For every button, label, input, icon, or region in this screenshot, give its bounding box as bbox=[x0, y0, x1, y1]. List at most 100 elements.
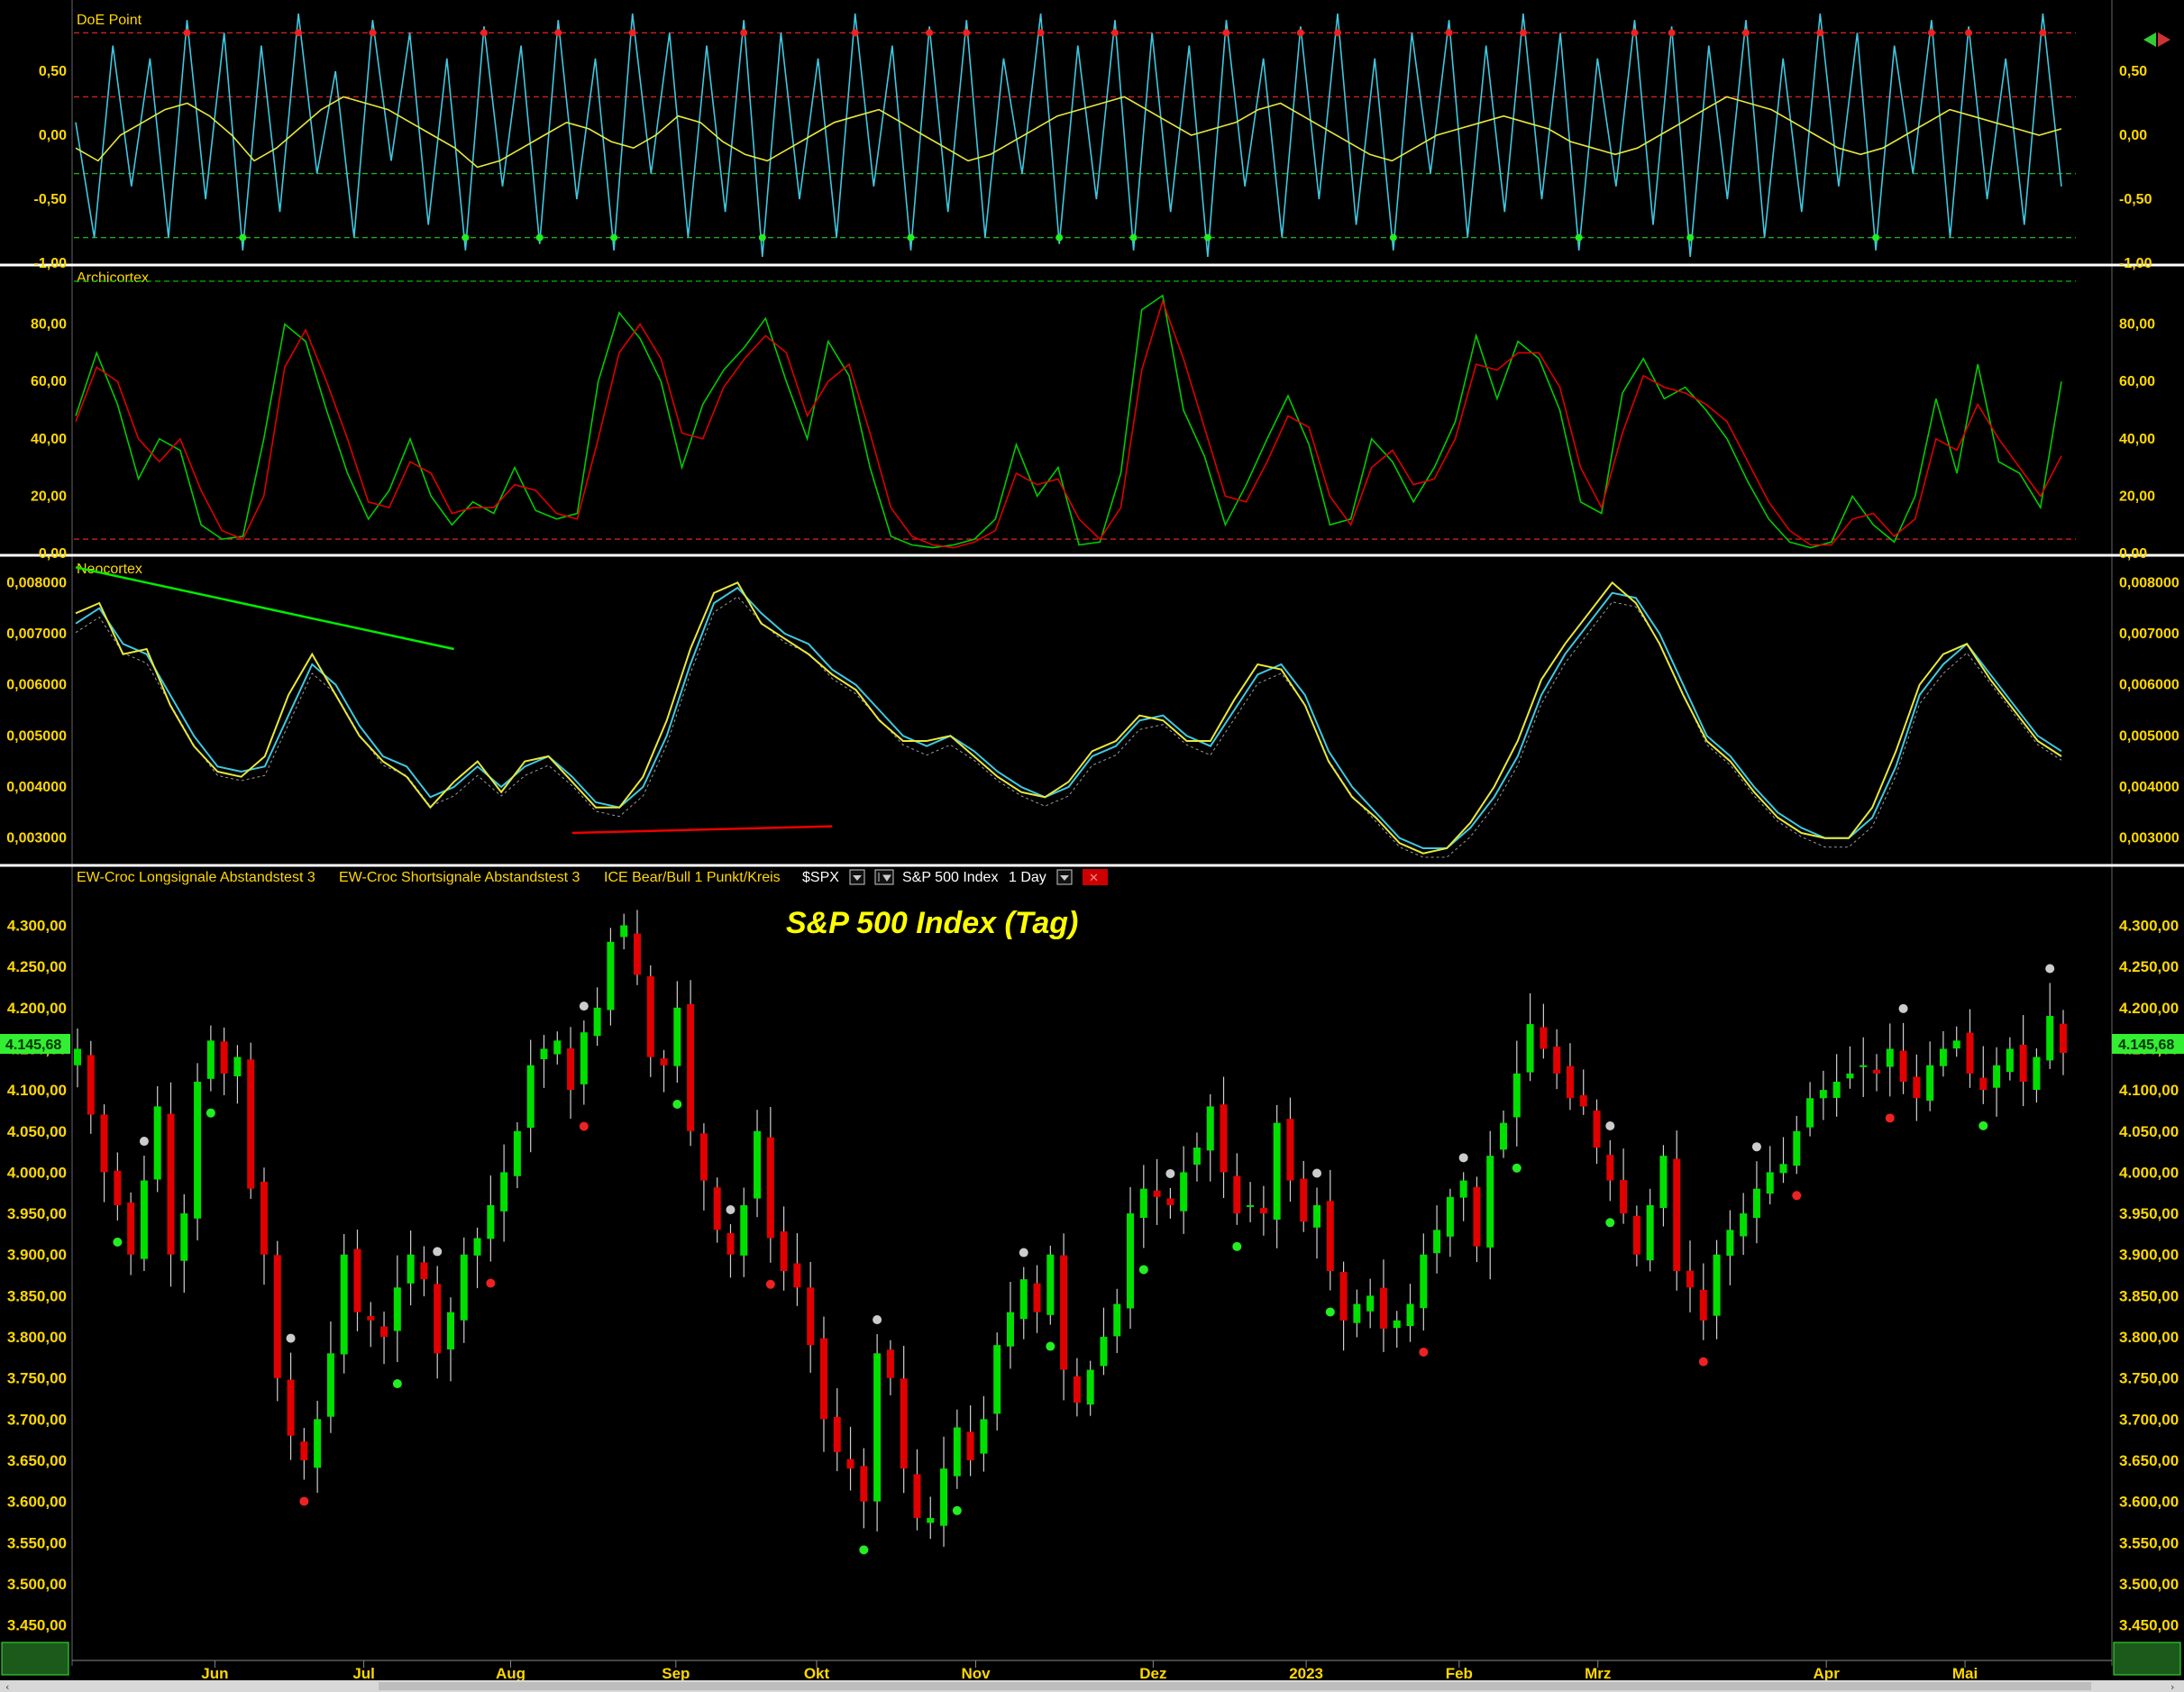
horizontal-scrollbar[interactable]: ‹ › bbox=[0, 1680, 2184, 1692]
signal-dot bbox=[1419, 1347, 1429, 1357]
arrows-icon[interactable] bbox=[2143, 32, 2170, 47]
time-tick-label: Mrz bbox=[1585, 1665, 1611, 1682]
price-tick-left: 3.600,00 bbox=[7, 1494, 67, 1511]
candle-body bbox=[1486, 1156, 1494, 1248]
panel-label-doe-point: DoE Point bbox=[77, 13, 142, 28]
candle-body bbox=[633, 933, 641, 975]
scroll-right-icon[interactable]: › bbox=[2170, 1681, 2174, 1692]
candle-body bbox=[473, 1238, 481, 1256]
legend-toolbar: EW-Croc Longsignale Abstandstest 3 EW-Cr… bbox=[77, 869, 1108, 885]
svg-text:4.145,68: 4.145,68 bbox=[5, 1038, 61, 1053]
candle-body bbox=[1286, 1119, 1294, 1181]
candle-body bbox=[380, 1326, 388, 1338]
y-tick-label-left: 0,004000 bbox=[6, 780, 67, 795]
signal-dot bbox=[1898, 1003, 1908, 1013]
candle-body bbox=[1860, 1065, 1868, 1067]
candle-body bbox=[927, 1517, 935, 1523]
candle-body bbox=[687, 1003, 695, 1131]
extreme-marker bbox=[1519, 29, 1527, 37]
scroll-left-icon[interactable]: ‹ bbox=[5, 1681, 9, 1692]
candle-body bbox=[273, 1255, 281, 1378]
extreme-marker bbox=[1575, 233, 1583, 242]
y-tick-label-right: 60,00 bbox=[2119, 374, 2155, 389]
extreme-marker bbox=[1816, 29, 1824, 37]
candle-body bbox=[913, 1474, 921, 1518]
time-tick-label: 2023 bbox=[1289, 1665, 1323, 1682]
signal-dot bbox=[486, 1278, 496, 1288]
candle-body bbox=[1553, 1047, 1561, 1074]
trendline-1 bbox=[571, 825, 833, 835]
price-tick-right: 3.850,00 bbox=[2119, 1287, 2179, 1304]
candle-body bbox=[1100, 1337, 1108, 1367]
signal-dot bbox=[286, 1333, 296, 1343]
signal-dot bbox=[392, 1379, 402, 1389]
signal-dot bbox=[1046, 1341, 1055, 1351]
candle-body bbox=[353, 1248, 361, 1312]
interval-label[interactable]: 1 Day bbox=[1009, 870, 1046, 885]
legend-long-signals: EW-Croc Longsignale Abstandstest 3 bbox=[77, 870, 315, 885]
candle-body bbox=[1339, 1272, 1348, 1321]
signal-dot bbox=[1978, 1120, 1988, 1130]
y-tick-label-left: 80,00 bbox=[31, 317, 67, 333]
price-tick-right: 3.750,00 bbox=[2119, 1370, 2179, 1387]
symbol-label[interactable]: $SPX bbox=[802, 870, 839, 885]
extreme-marker bbox=[1296, 29, 1304, 37]
y-tick-label-right: 20,00 bbox=[2119, 489, 2155, 504]
candle-body bbox=[1646, 1204, 1654, 1261]
extreme-marker bbox=[1741, 29, 1750, 37]
y-tick-label-left: 0,006000 bbox=[6, 678, 67, 693]
extreme-marker bbox=[1686, 233, 1695, 242]
scrollbar-thumb[interactable] bbox=[379, 1682, 2091, 1690]
candle-body bbox=[1566, 1066, 1574, 1099]
signal-dot bbox=[299, 1496, 309, 1506]
price-tick-left: 3.800,00 bbox=[7, 1329, 67, 1346]
price-tick-left: 3.700,00 bbox=[7, 1411, 67, 1428]
price-tick-left: 3.950,00 bbox=[7, 1205, 67, 1222]
candle-body bbox=[233, 1056, 242, 1076]
extreme-marker bbox=[926, 29, 934, 37]
candle-body bbox=[140, 1180, 148, 1259]
y-tick-label-left: 0,008000 bbox=[6, 575, 67, 590]
close-chart-button[interactable] bbox=[1083, 869, 1108, 885]
candle-body bbox=[1166, 1198, 1174, 1205]
candle-body bbox=[1873, 1069, 1881, 1074]
candle-body bbox=[114, 1170, 122, 1205]
signal-dot bbox=[873, 1315, 882, 1325]
y-tick-label-right: 0,00 bbox=[2119, 128, 2147, 143]
candle-body bbox=[194, 1082, 202, 1219]
candle-body bbox=[1726, 1230, 1734, 1256]
candle-body bbox=[180, 1213, 188, 1261]
candle-body bbox=[1473, 1186, 1481, 1247]
candle-body bbox=[220, 1041, 228, 1074]
list-icon bbox=[878, 873, 891, 882]
y-tick-label-right: 0,007000 bbox=[2119, 626, 2179, 642]
price-tick-right: 3.550,00 bbox=[2119, 1534, 2179, 1551]
trendline-0 bbox=[75, 566, 454, 651]
y-tick-label-right: 40,00 bbox=[2119, 432, 2155, 447]
candle-body bbox=[1127, 1213, 1135, 1309]
status-box-right bbox=[2113, 1642, 2181, 1676]
candle-body bbox=[1926, 1065, 1934, 1102]
y-tick-label-right: -0,50 bbox=[2119, 192, 2152, 207]
candle-body bbox=[940, 1468, 948, 1526]
candle-body bbox=[726, 1232, 735, 1255]
candle-body bbox=[620, 925, 628, 937]
time-tick-label: Aug bbox=[496, 1665, 525, 1682]
price-tick-right: 4.050,00 bbox=[2119, 1123, 2179, 1140]
extreme-marker bbox=[183, 29, 191, 37]
legend-ice: ICE Bear/Bull 1 Punkt/Kreis bbox=[604, 870, 781, 885]
y-tick-label-left: 0,005000 bbox=[6, 728, 67, 744]
candle-body bbox=[1779, 1164, 1787, 1174]
extreme-marker bbox=[1445, 29, 1453, 37]
signal-dot bbox=[1885, 1113, 1895, 1123]
candle-body bbox=[1766, 1172, 1774, 1194]
candle-body bbox=[1526, 1024, 1534, 1073]
candle-body bbox=[873, 1353, 882, 1502]
y-tick-label-left: 0,007000 bbox=[6, 626, 67, 642]
price-tick-left: 4.300,00 bbox=[7, 918, 67, 935]
chevron-down-icon bbox=[853, 875, 862, 881]
candle-body bbox=[247, 1059, 255, 1189]
extreme-marker bbox=[1110, 29, 1119, 37]
candle-body bbox=[1366, 1295, 1375, 1312]
extreme-marker bbox=[740, 29, 748, 37]
